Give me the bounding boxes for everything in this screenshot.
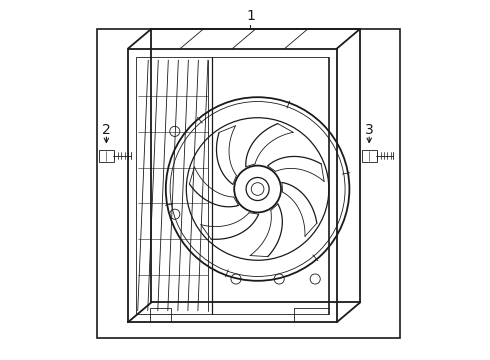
- Text: 1: 1: [246, 9, 255, 23]
- Text: 3: 3: [365, 123, 373, 136]
- FancyBboxPatch shape: [362, 150, 377, 162]
- Text: 2: 2: [102, 123, 111, 136]
- FancyBboxPatch shape: [99, 150, 114, 162]
- Bar: [98, 29, 400, 338]
